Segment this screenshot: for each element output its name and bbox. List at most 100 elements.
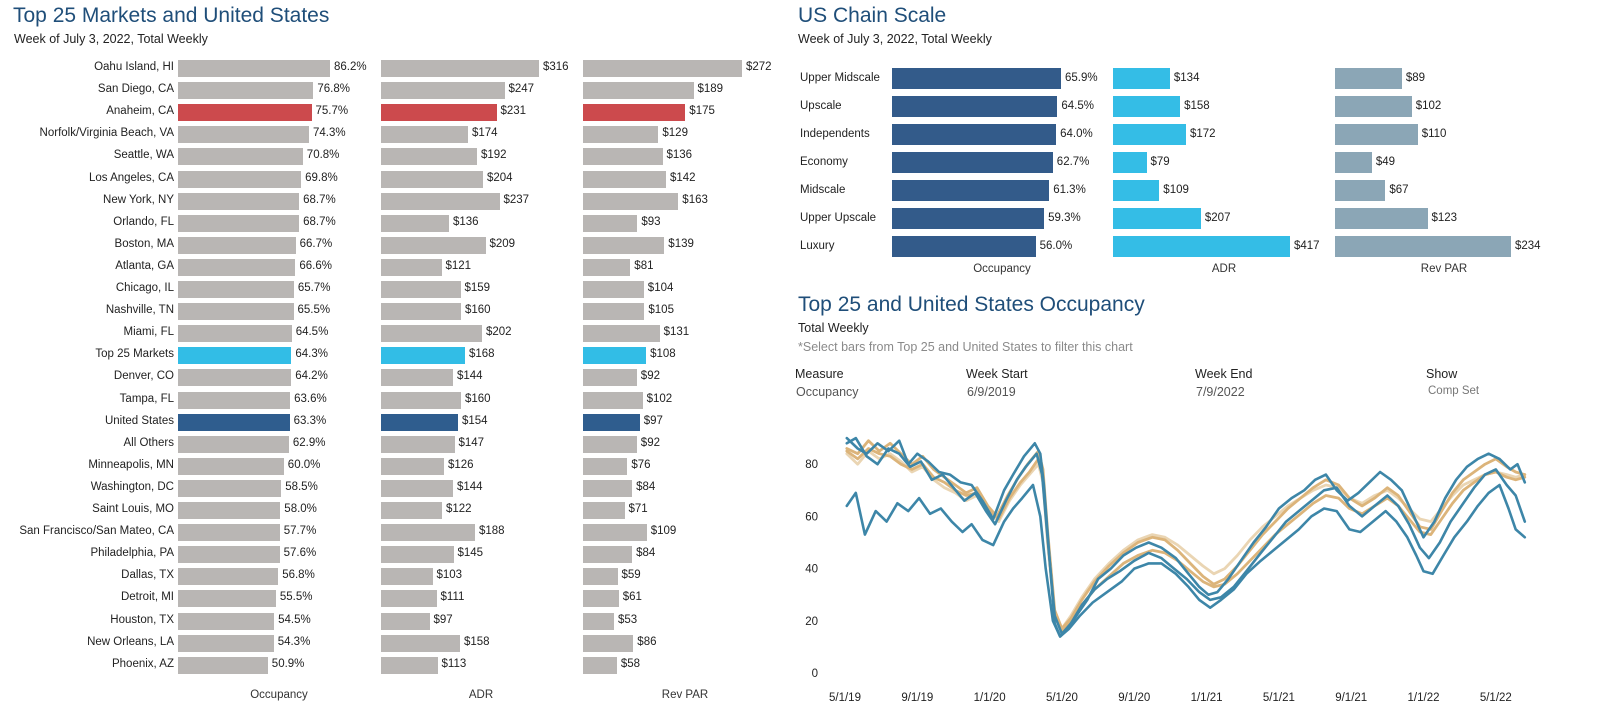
market-bar-rev-par[interactable] <box>583 104 686 122</box>
market-bar-occupancy[interactable] <box>178 214 300 232</box>
market-bar-rev-par[interactable] <box>583 413 640 431</box>
market-bar-occupancy[interactable] <box>178 435 289 453</box>
market-bar-occupancy[interactable] <box>178 325 292 343</box>
market-bar-occupancy[interactable] <box>178 391 291 409</box>
chain-bar-rev-par[interactable] <box>1335 208 1428 229</box>
chain-label-upper-midscale[interactable]: Upper Midscale <box>800 72 880 84</box>
market-label-new-orleans-la[interactable]: New Orleans, LA <box>87 635 174 648</box>
market-bar-rev-par[interactable] <box>583 634 634 652</box>
market-bar-rev-par[interactable] <box>583 457 628 475</box>
week-end-input[interactable]: 7/9/2022 <box>1196 385 1245 399</box>
chain-bar-adr[interactable] <box>1113 236 1290 257</box>
market-bar-rev-par[interactable] <box>583 325 660 343</box>
market-bar-occupancy[interactable] <box>178 502 281 519</box>
chain-bar-occupancy[interactable] <box>892 124 1057 145</box>
chain-bar-occupancy[interactable] <box>892 236 1036 257</box>
market-bar-adr[interactable] <box>381 502 442 519</box>
market-label-chicago-il[interactable]: Chicago, IL <box>115 282 174 294</box>
market-bar-occupancy[interactable] <box>178 546 280 564</box>
market-bar-adr[interactable] <box>381 126 468 144</box>
market-bar-rev-par[interactable] <box>583 126 659 144</box>
market-bar-occupancy[interactable] <box>178 656 268 674</box>
market-bar-rev-par[interactable] <box>583 369 637 387</box>
market-bar-rev-par[interactable] <box>583 656 617 674</box>
market-label-orlando-fl[interactable]: Orlando, FL <box>113 215 174 228</box>
chain-bar-rev-par[interactable] <box>1335 180 1386 201</box>
chain-bar-occupancy[interactable] <box>892 96 1058 117</box>
market-bar-occupancy[interactable] <box>178 590 276 608</box>
chain-bar-rev-par[interactable] <box>1335 68 1402 89</box>
occupancy-line-chart[interactable]: 0 20 40 60 80 5/1/19 9/1/19 1/1/20 5/1/20 9/1/20 1… <box>780 415 1580 715</box>
market-bar-adr[interactable] <box>381 634 460 652</box>
market-bar-adr[interactable] <box>381 369 453 387</box>
chain-bar-adr[interactable] <box>1113 180 1160 201</box>
market-bar-rev-par[interactable] <box>583 546 633 564</box>
market-bar-occupancy[interactable] <box>178 457 284 475</box>
market-bar-occupancy[interactable] <box>178 82 314 100</box>
chain-bar-adr[interactable] <box>1113 152 1147 173</box>
market-label-philadelphia-pa[interactable]: Philadelphia, PA <box>90 547 174 560</box>
market-bar-rev-par[interactable] <box>583 192 679 210</box>
chain-label-independents[interactable]: Independents <box>800 128 870 140</box>
chain-bar-occupancy[interactable] <box>892 208 1045 229</box>
market-label-seattle-wa[interactable]: Seattle, WA <box>113 149 174 162</box>
market-label-los-angeles-ca[interactable]: Los Angeles, CA <box>88 171 174 184</box>
chain-bar-rev-par[interactable] <box>1335 96 1412 117</box>
market-label-phoenix-az[interactable]: Phoenix, AZ <box>111 657 174 670</box>
market-bar-rev-par[interactable] <box>583 391 643 409</box>
market-bar-adr[interactable] <box>381 546 454 564</box>
market-bar-adr[interactable] <box>381 612 430 630</box>
occupancy-line-comp-set-b[interactable] <box>845 483 1527 638</box>
chain-bar-adr[interactable] <box>1113 124 1186 145</box>
market-bar-adr[interactable] <box>381 325 482 343</box>
market-bar-adr[interactable] <box>381 457 444 475</box>
market-bar-adr[interactable] <box>381 303 461 321</box>
market-bar-occupancy[interactable] <box>178 634 274 652</box>
market-bar-rev-par[interactable] <box>583 236 665 254</box>
market-bar-adr[interactable] <box>381 524 475 542</box>
market-label-all-others[interactable]: All Others <box>123 436 175 449</box>
market-label-san-diego-ca[interactable]: San Diego, CA <box>97 83 174 96</box>
market-bar-rev-par[interactable] <box>583 60 742 77</box>
market-bar-rev-par[interactable] <box>583 281 644 298</box>
market-label-houston-tx[interactable]: Houston, TX <box>110 613 174 626</box>
occupancy-line-comp-set-c[interactable] <box>845 436 1527 636</box>
market-bar-rev-par[interactable] <box>583 590 619 608</box>
market-label-new-york-ny[interactable]: New York, NY <box>103 193 174 206</box>
market-bar-rev-par[interactable] <box>583 347 647 365</box>
market-bar-rev-par[interactable] <box>583 82 694 100</box>
market-bar-rev-par[interactable] <box>583 258 631 276</box>
market-bar-adr[interactable] <box>381 170 483 188</box>
market-label-norfolk-virginia-beach-va[interactable]: Norfolk/Virginia Beach, VA <box>39 127 174 140</box>
chain-label-midscale[interactable]: Midscale <box>800 184 846 196</box>
market-label-san-francisco-san-mateo-ca[interactable]: San Francisco/San Mateo, CA <box>19 525 174 538</box>
chain-label-upper-upscale[interactable]: Upper Upscale <box>800 212 877 224</box>
occupancy-line-comp-set-a[interactable] <box>845 436 1527 638</box>
market-label-denver-co[interactable]: Denver, CO <box>113 370 174 383</box>
market-bar-rev-par[interactable] <box>583 502 625 519</box>
show-select[interactable]: Comp Set <box>1428 385 1480 397</box>
market-bar-rev-par[interactable] <box>583 479 633 497</box>
market-label-atlanta-ga[interactable]: Atlanta, GA <box>115 259 174 272</box>
market-bar-occupancy[interactable] <box>178 192 300 210</box>
market-label-boston-ma[interactable]: Boston, MA <box>114 237 174 250</box>
market-bar-adr[interactable] <box>381 82 505 100</box>
market-bar-occupancy[interactable] <box>178 568 279 586</box>
market-bar-rev-par[interactable] <box>583 148 663 166</box>
market-bar-adr[interactable] <box>381 148 477 166</box>
market-label-united-states[interactable]: United States <box>104 414 174 427</box>
chain-label-upscale[interactable]: Upscale <box>800 100 842 112</box>
market-bar-occupancy[interactable] <box>178 148 303 166</box>
market-bar-adr[interactable] <box>381 435 455 453</box>
market-bar-occupancy[interactable] <box>178 236 296 254</box>
market-bar-rev-par[interactable] <box>583 568 618 586</box>
market-bar-rev-par[interactable] <box>583 612 614 630</box>
measure-select[interactable]: Occupancy <box>796 385 859 399</box>
chain-label-economy[interactable]: Economy <box>800 156 848 168</box>
market-label-oahu-island-hi[interactable]: Oahu Island, HI <box>94 61 174 73</box>
market-bar-rev-par[interactable] <box>583 303 645 321</box>
market-label-dallas-tx[interactable]: Dallas, TX <box>121 569 174 582</box>
market-bar-adr[interactable] <box>381 347 465 365</box>
market-label-washington-dc[interactable]: Washington, DC <box>90 480 174 493</box>
market-label-nashville-tn[interactable]: Nashville, TN <box>105 304 174 317</box>
